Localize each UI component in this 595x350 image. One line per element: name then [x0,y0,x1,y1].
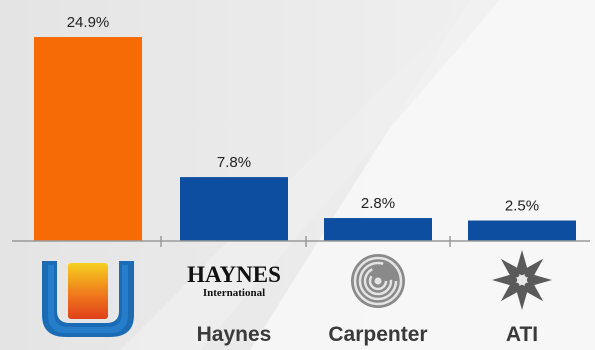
bar-value-label-0: 24.9% [67,14,110,31]
bar-value-label-2: 2.8% [361,195,395,212]
background-light-wedge-2 [120,0,500,350]
category-label-1: Haynes [197,323,272,346]
category-label-2: Carpenter [328,323,427,346]
bar-1 [180,177,288,241]
category-separators [160,236,451,247]
bar-2 [324,218,432,241]
bar-3 [468,220,576,241]
haynes-logo-wordmark: HAYNES [187,262,281,287]
bars-group: 24.9% 7.8% 2.8% 2.5% [34,14,576,242]
carpenter-logo-icon [351,254,405,308]
universal-stainless-logo-icon [42,261,134,337]
bar-0 [34,37,142,242]
ati-star-logo-icon [492,250,552,310]
category-label-3: ATI [506,323,538,346]
haynes-international-logo-icon: HAYNES International [187,262,281,299]
bar-value-label-1: 7.8% [217,154,251,171]
category-labels: Haynes Carpenter ATI [197,323,539,346]
bar-value-label-3: 2.5% [505,198,539,215]
haynes-logo-subtext: International [203,287,265,299]
background-light-wedge [250,0,595,350]
